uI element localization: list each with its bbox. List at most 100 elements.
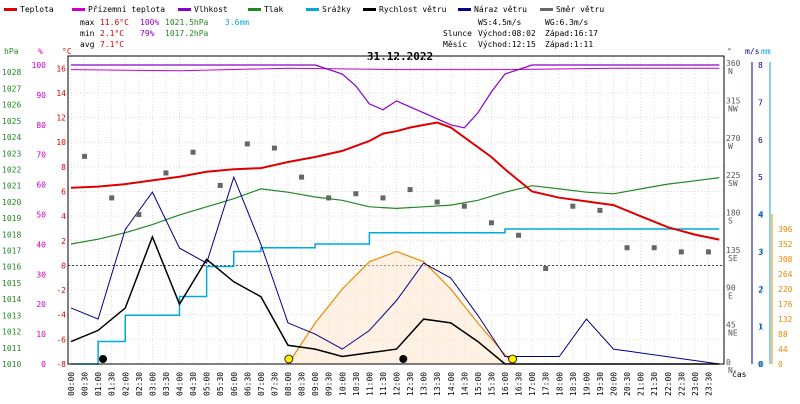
wind-dir-tick-compass: N: [728, 67, 733, 76]
wind-dir-tick-value: 270: [726, 134, 741, 143]
temp-tick-label: 10: [56, 138, 66, 147]
x-tick-label: 09:00: [311, 372, 320, 396]
solar-tick-label: 132: [778, 315, 793, 324]
wind-dir-point: [597, 207, 603, 213]
axes: 00:00 00:30 01:00 01:30 02:00 02:30 03:00 03:30…: [2, 47, 793, 396]
legend-label: Směr větru: [556, 5, 604, 14]
wind-dir-tick-compass: NE: [728, 329, 738, 338]
x-tick-label: 16:30: [515, 372, 524, 396]
x-tick-label: 19:00: [582, 372, 591, 396]
x-tick-label: 18:00: [555, 372, 564, 396]
legend-label: Náraz větru: [474, 5, 527, 14]
x-tick-label: 08:30: [298, 372, 307, 396]
humidity-tick-label: 20: [36, 300, 46, 309]
wind-speed-tick-label: 0: [758, 360, 763, 369]
stat-max-temp: 11.6°C: [100, 18, 129, 27]
x-tick-label: 13:30: [433, 372, 442, 396]
x-tick-label: 12:30: [406, 372, 415, 396]
x-tick-label: 09:30: [325, 372, 334, 396]
sun-marker: [284, 354, 294, 364]
wind-speed-tick-label: 2: [758, 285, 763, 294]
x-tick-label: 16:00: [501, 372, 510, 396]
pressure-tick-label: 1012: [2, 328, 21, 337]
stat-avg-label: avg: [80, 40, 95, 49]
solar-tick-label: 308: [778, 255, 793, 264]
wind-dir-point: [624, 245, 630, 251]
x-tick-label: 15:00: [474, 372, 483, 396]
wind-dir-tick-compass: E: [728, 291, 733, 300]
legend-label: Tlak: [264, 5, 283, 14]
wind-dir-tick-value: 360: [726, 59, 741, 68]
pressure-tick-label: 1025: [2, 117, 21, 126]
legend-label: Rychlost větru: [379, 5, 447, 14]
wind-dir-tick-value: 180: [726, 209, 741, 218]
pressure-tick-label: 1027: [2, 84, 21, 93]
legend-swatch: [72, 8, 85, 11]
wind-dir-point: [705, 249, 711, 255]
temp-axis-label: °C: [62, 47, 72, 56]
legend-swatch: [4, 8, 17, 11]
humidity-tick-label: 40: [36, 240, 46, 249]
legend-label: Teplota: [20, 5, 54, 14]
x-tick-label: 05:00: [203, 372, 212, 396]
moon-rise: Východ:12:15: [478, 40, 536, 49]
x-tick-label: 14:30: [460, 372, 469, 396]
humidity-tick-label: 60: [36, 181, 46, 190]
wind-dir-point: [570, 203, 576, 209]
wind-gust-series-line: [70, 175, 720, 365]
pressure-tick-label: 1019: [2, 214, 21, 223]
x-tick-label: 13:00: [420, 372, 429, 396]
wind-dir-tick-value: 45: [726, 321, 736, 330]
rain-series-line: [71, 228, 720, 365]
pressure-tick-label: 1014: [2, 295, 21, 304]
x-tick-label: 23:30: [704, 372, 713, 396]
wind-dir-point: [461, 203, 467, 209]
temp-tick-label: -6: [56, 335, 66, 344]
stat-min-hum: 79%: [140, 29, 155, 38]
plot-area: [70, 64, 720, 365]
x-tick-label: 17:00: [528, 372, 537, 396]
ground-temp-series-line: [70, 67, 720, 72]
x-tick-label: 11:30: [379, 372, 388, 396]
moon-set: Západ:1:11: [545, 40, 593, 49]
legend-swatch: [540, 8, 553, 11]
temperature-series-line: [70, 121, 720, 241]
x-tick-label: 14:00: [447, 372, 456, 396]
x-tick-label: 03:30: [162, 372, 171, 396]
wind-dir-tick-value: 225: [726, 171, 741, 180]
humidity-series-line: [71, 64, 720, 129]
sun-set: Západ:16:17: [545, 29, 598, 38]
wind-dir-tick-compass: SE: [728, 254, 738, 263]
humidity-tick-label: 50: [36, 211, 46, 220]
wind-dir-point: [407, 187, 413, 193]
x-tick-label: 01:30: [108, 372, 117, 396]
pressure-tick-label: 1022: [2, 165, 21, 174]
wind-dir-axis-label: °: [727, 47, 732, 56]
wind-dir-tick-compass: NW: [728, 104, 738, 113]
wind-dir-point: [109, 195, 115, 201]
stat-max-label: max: [80, 18, 95, 27]
wind-dir-point: [82, 153, 88, 159]
pressure-tick-label: 1013: [2, 311, 21, 320]
wind-dir-tick-compass: W: [728, 142, 733, 151]
humidity-tick-label: 0: [41, 360, 46, 369]
legend-swatch: [248, 8, 261, 11]
legend-swatch: [458, 8, 471, 11]
solar-tick-label: 0: [778, 360, 783, 369]
wind-dir-point: [353, 191, 359, 197]
rain-tick-label: 1: [759, 323, 764, 332]
rain-tick-label: 0: [759, 360, 764, 369]
sun-marker: [508, 354, 517, 364]
wind-dir-point: [244, 141, 250, 147]
wind-dir-point: [190, 149, 196, 155]
temp-tick-label: 2: [61, 237, 66, 246]
stat-min-press: 1017.2hPa: [165, 29, 209, 38]
pressure-tick-label: 1015: [2, 279, 21, 288]
pressure-tick-label: 1026: [2, 101, 21, 110]
pressure-axis-label: hPa: [4, 47, 19, 56]
wind-dir-tick-compass: S: [728, 217, 733, 226]
wind-dir-point: [217, 182, 223, 188]
solar-tick-label: 44: [778, 345, 788, 354]
